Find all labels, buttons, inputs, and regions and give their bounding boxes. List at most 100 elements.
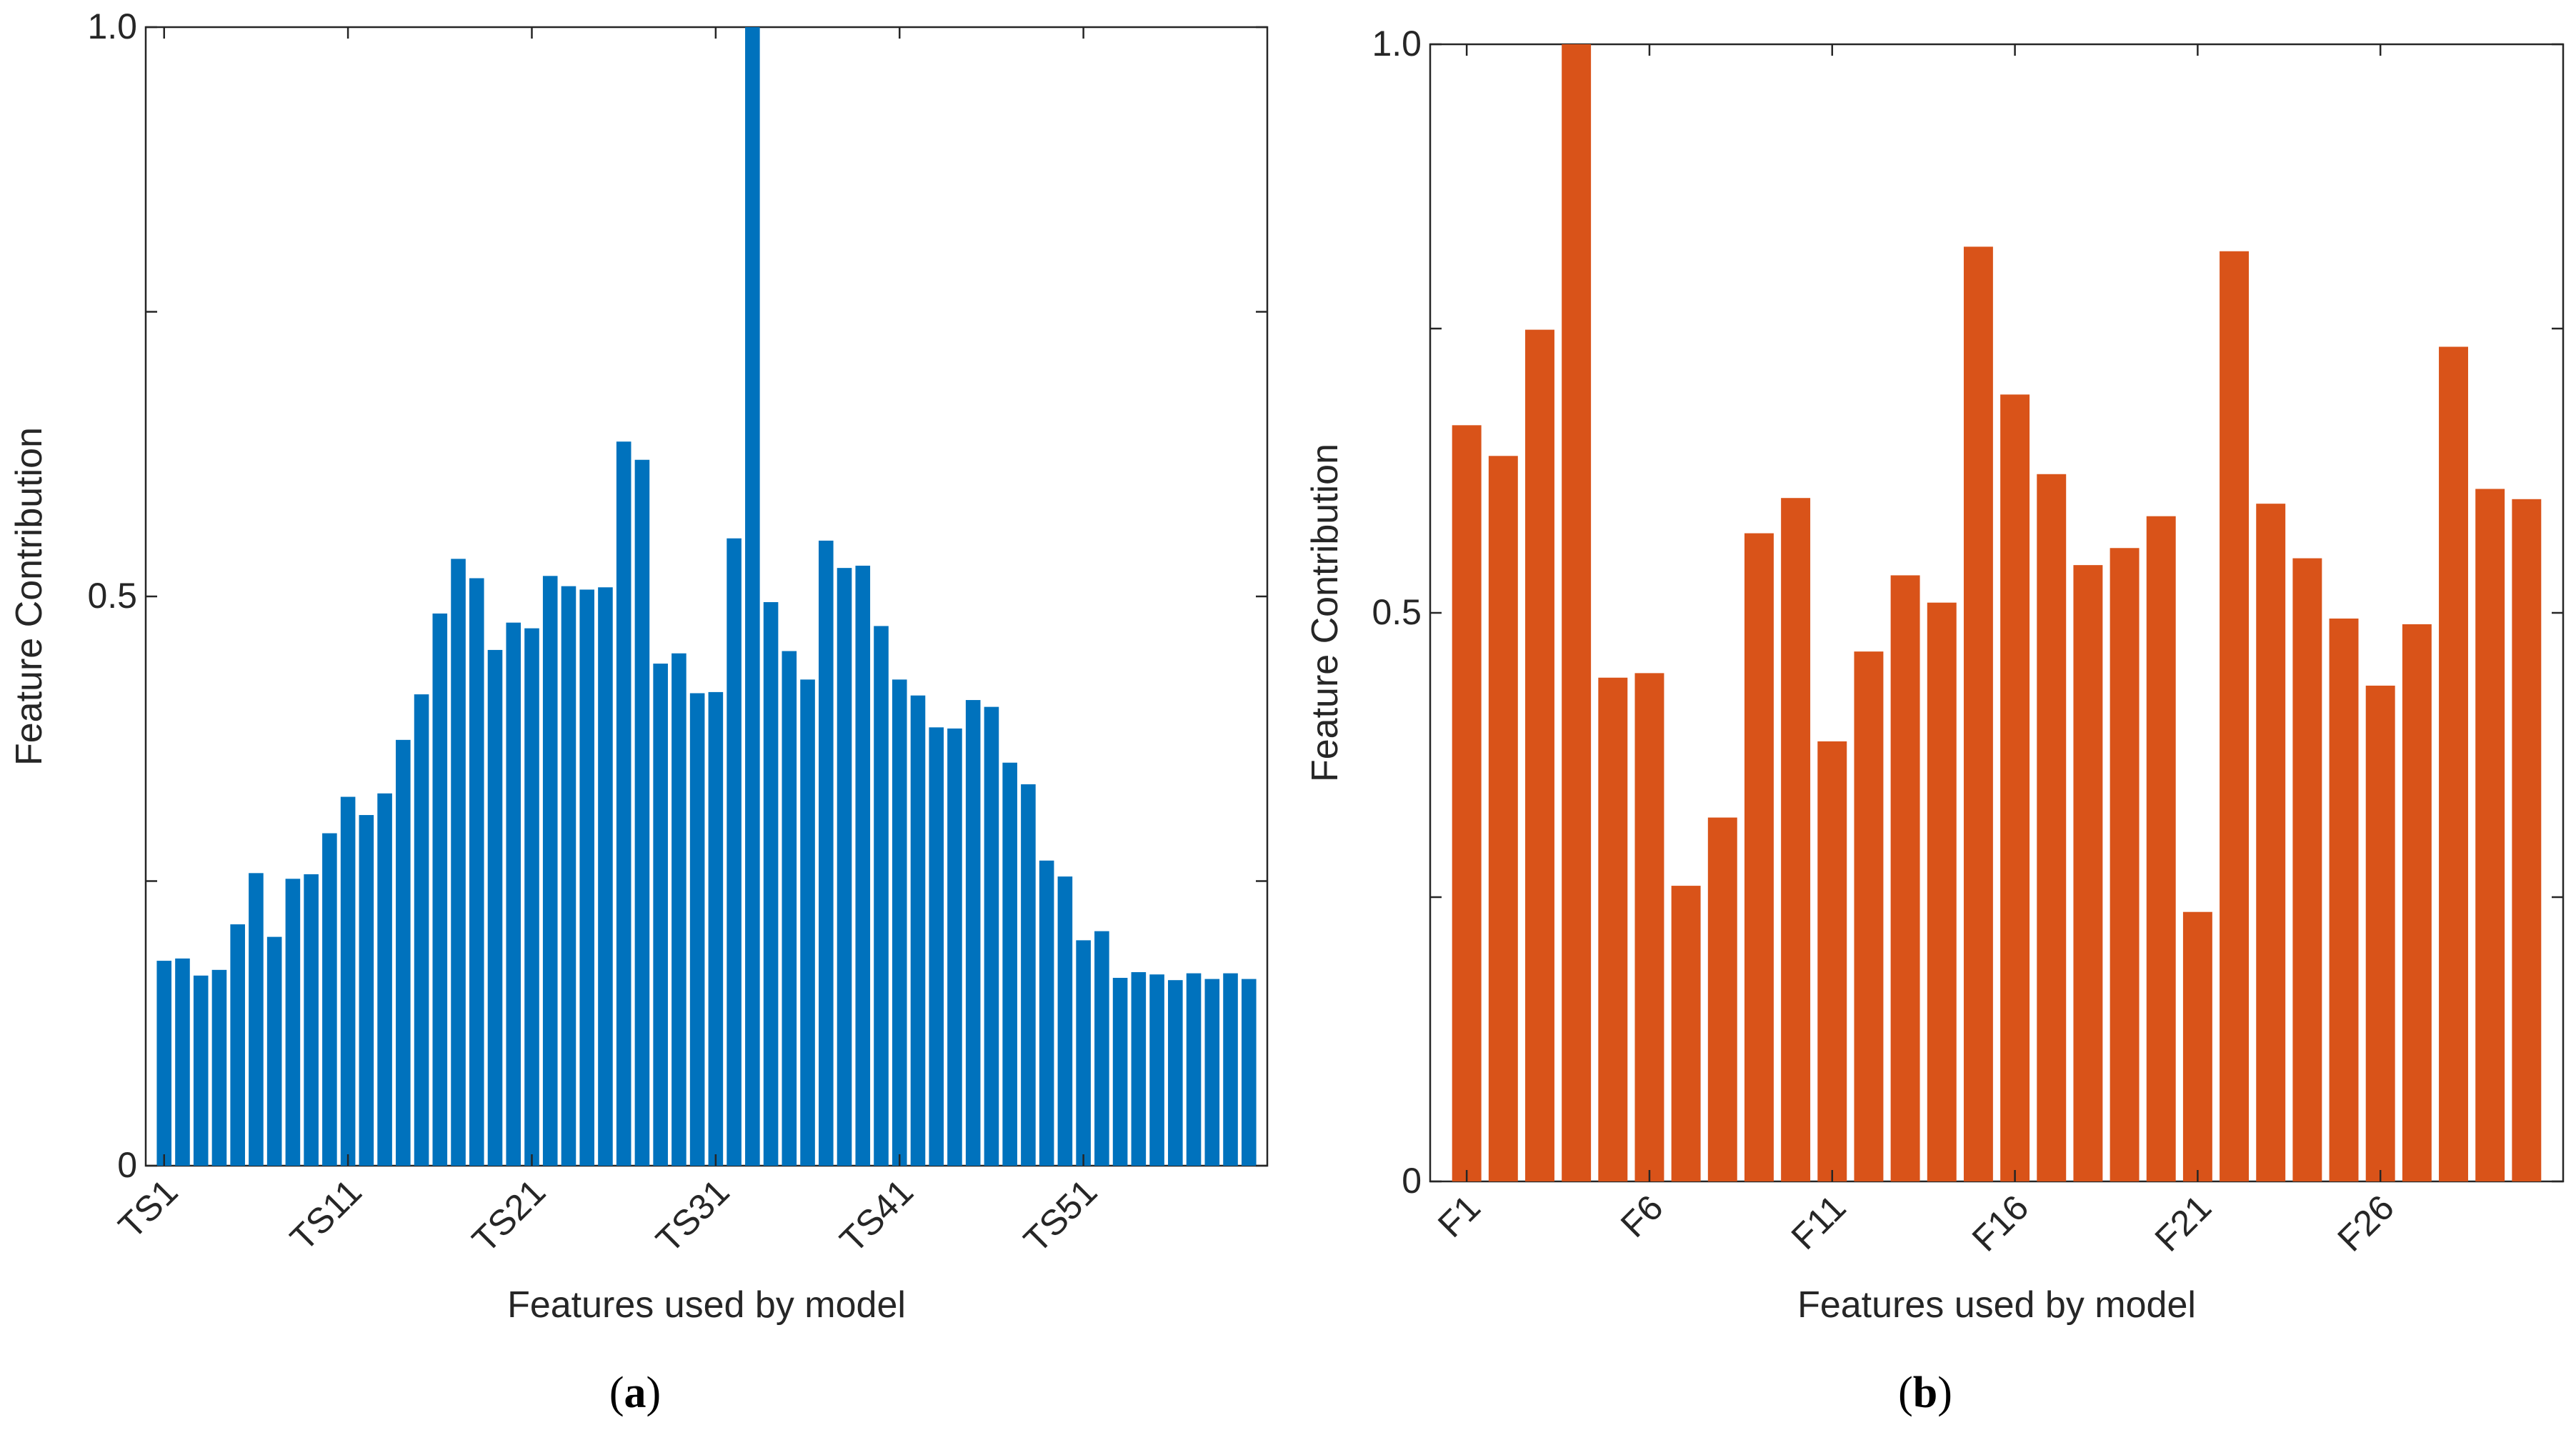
bar-TS32 (727, 538, 742, 1166)
bar-TS34 (763, 601, 779, 1166)
bar-TS16 (432, 613, 448, 1166)
bar-F14 (1927, 602, 1957, 1181)
x-tick-label: TS31 (649, 1171, 737, 1260)
bar-F22 (2220, 251, 2250, 1181)
bar-F4 (1562, 44, 1592, 1181)
bar-TS14 (396, 739, 411, 1166)
bar-TS24 (579, 589, 594, 1166)
y-tick-label: 0.5 (87, 576, 137, 616)
bar-TS46 (984, 706, 999, 1166)
bar-TS20 (506, 622, 521, 1166)
bar-TS27 (634, 459, 650, 1166)
bar-TS41 (892, 679, 907, 1166)
bar-TS3 (193, 975, 209, 1166)
x-tick-label: F1 (1430, 1187, 1488, 1245)
bar-TS30 (689, 693, 705, 1166)
bar-F25 (2329, 618, 2359, 1181)
bar-F8 (1707, 817, 1737, 1181)
bar-F6 (1634, 673, 1664, 1181)
bar-F26 (2365, 685, 2395, 1181)
bar-TS8 (285, 879, 301, 1166)
bar-TS29 (672, 653, 687, 1166)
bar-TS51 (1076, 940, 1091, 1166)
bar-TS44 (947, 728, 962, 1166)
bar-F2 (1488, 456, 1518, 1181)
bar-F15 (1963, 246, 1993, 1181)
bar-F20 (2146, 516, 2176, 1181)
bar-TS11 (340, 796, 356, 1166)
x-axis-label: Features used by model (507, 1284, 906, 1326)
bar-F10 (1781, 498, 1811, 1181)
bar-TS49 (1039, 860, 1054, 1166)
bar-TS55 (1149, 974, 1164, 1166)
x-tick-label: TS41 (832, 1171, 921, 1260)
bar-TS12 (359, 815, 374, 1166)
bar-F5 (1598, 677, 1628, 1181)
bar-TS50 (1057, 876, 1073, 1166)
bar-TS40 (874, 626, 889, 1166)
bar-TS60 (1241, 979, 1257, 1166)
panel-caption: (a) (609, 1369, 661, 1417)
bar-F30 (2512, 499, 2542, 1181)
y-tick-label: 0 (117, 1145, 137, 1185)
bar-TS48 (1021, 784, 1036, 1166)
bar-TS4 (211, 969, 227, 1166)
bar-TS43 (929, 727, 944, 1166)
x-tick-label: F16 (1965, 1187, 2037, 1259)
panel-caption: (b) (1898, 1369, 1952, 1417)
bar-TS31 (708, 691, 724, 1166)
bar-F27 (2402, 624, 2432, 1181)
bar-TS23 (561, 586, 576, 1166)
bar-TS6 (249, 873, 264, 1166)
bar-TS25 (598, 587, 613, 1166)
bar-F1 (1452, 425, 1482, 1181)
bar-TS21 (524, 628, 539, 1166)
bar-F24 (2292, 558, 2322, 1181)
bar-TS47 (1002, 762, 1017, 1166)
bar-TS33 (745, 27, 760, 1166)
y-tick-label: 1.0 (87, 6, 137, 46)
x-tick-label: TS11 (282, 1171, 369, 1258)
bar-TS56 (1168, 980, 1183, 1166)
bar-TS9 (304, 874, 319, 1166)
bar-TS18 (469, 578, 484, 1166)
y-axis-label: Feature Contribution (1304, 444, 1346, 782)
bar-TS10 (322, 833, 337, 1166)
bar-F16 (2000, 394, 2030, 1181)
bar-TS19 (487, 649, 503, 1166)
bar-F11 (1817, 741, 1847, 1181)
x-tick-label: TS51 (1016, 1171, 1104, 1260)
bar-F28 (2439, 346, 2468, 1182)
bar-TS59 (1223, 973, 1238, 1166)
bar-TS15 (414, 694, 429, 1166)
bar-TS39 (855, 565, 871, 1166)
x-tick-label: F21 (2147, 1187, 2220, 1259)
bar-TS37 (819, 540, 834, 1166)
bar-TS2 (175, 958, 190, 1166)
bar-F12 (1854, 651, 1884, 1181)
bar-TS58 (1204, 979, 1220, 1166)
x-axis-label: Features used by model (1797, 1284, 2196, 1326)
y-tick-label: 0.5 (1372, 592, 1422, 632)
bar-TS5 (230, 924, 245, 1166)
bar-TS38 (837, 568, 852, 1166)
bar-F7 (1671, 886, 1701, 1181)
bar-TS28 (653, 664, 668, 1166)
y-tick-label: 0 (1402, 1161, 1422, 1201)
bar-TS13 (377, 793, 392, 1166)
bar-TS53 (1112, 977, 1128, 1166)
bar-TS35 (782, 651, 797, 1166)
bar-TS22 (542, 576, 558, 1166)
bar-F17 (2037, 474, 2067, 1181)
x-tick-label: F26 (2330, 1187, 2402, 1259)
bar-F23 (2256, 504, 2286, 1181)
bar-TS1 (156, 961, 172, 1166)
bar-TS45 (965, 700, 981, 1166)
y-tick-label: 1.0 (1372, 24, 1422, 64)
y-axis-label: Feature Contribution (9, 427, 50, 766)
bar-TS52 (1094, 931, 1109, 1166)
bar-F13 (1890, 575, 1920, 1181)
bar-TS7 (266, 936, 282, 1166)
bar-F3 (1525, 329, 1554, 1182)
